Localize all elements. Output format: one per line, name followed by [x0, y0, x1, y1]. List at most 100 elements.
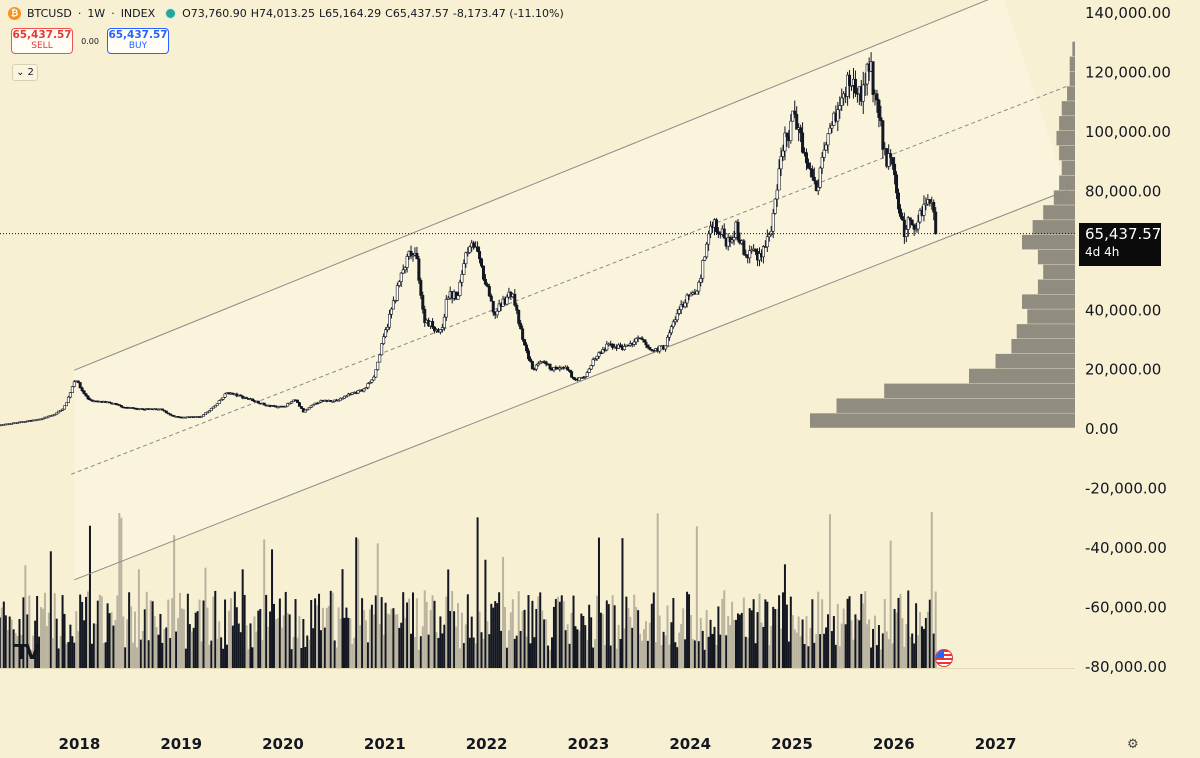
volume-bar	[707, 636, 710, 668]
volume-bar	[515, 635, 518, 668]
volume-bar	[531, 600, 534, 668]
buy-button[interactable]: 65,437.57 BUY	[107, 28, 169, 54]
candle-body	[364, 387, 368, 390]
volume-bar	[897, 597, 900, 668]
candle-body	[303, 409, 307, 413]
volume-bar	[834, 644, 837, 668]
volume-bar	[394, 614, 397, 668]
volume-bar	[509, 612, 512, 668]
candle-body	[785, 132, 789, 138]
volume-bar	[390, 608, 393, 668]
candle-body	[423, 308, 427, 323]
candle-body	[924, 203, 928, 206]
candle-body	[595, 355, 599, 360]
candle-body	[566, 366, 570, 371]
volume-bar	[478, 611, 481, 668]
volume-bar	[165, 627, 168, 668]
volume-bar	[619, 638, 622, 668]
candles	[0, 52, 938, 427]
buy-label: BUY	[128, 41, 148, 51]
volume-bar	[928, 599, 931, 668]
candle-body	[78, 382, 82, 389]
candle-body	[781, 150, 785, 157]
volume-bar	[147, 640, 150, 668]
volume-bar	[758, 593, 761, 668]
candle-body	[697, 281, 701, 292]
volume-bar	[533, 637, 536, 668]
volume-bar	[353, 637, 356, 668]
candle-body	[440, 327, 444, 330]
volume-bar	[934, 591, 937, 668]
sell-button[interactable]: 65,437.57 SELL	[11, 28, 73, 54]
symbol-legend[interactable]: ₿ BTCUSD · 1W · INDEX O73,760.90 H74,013…	[8, 7, 564, 20]
volume-profile-row	[1037, 279, 1075, 295]
volume-profile-row	[995, 353, 1075, 369]
price-axis-label: -60,000.00	[1085, 599, 1167, 617]
volume-bar	[562, 601, 565, 668]
tradingview-logo-icon[interactable]: TV	[14, 640, 40, 664]
candle-body	[419, 280, 423, 296]
volume-bar	[92, 623, 95, 668]
regression-channel[interactable]	[71, 0, 1068, 581]
volume-bar	[4, 615, 7, 668]
volume-bar	[621, 538, 624, 668]
candle-body	[160, 408, 164, 411]
volume-bar	[742, 597, 745, 668]
volume-bar	[202, 600, 205, 668]
legend-symbol[interactable]: BTCUSD	[27, 7, 72, 20]
price-axis-label: 20,000.00	[1085, 361, 1161, 379]
volume-bar	[274, 619, 277, 668]
candle-body	[513, 293, 517, 306]
volume-bar	[226, 644, 229, 668]
candle-body	[730, 239, 734, 243]
volume-bar	[791, 615, 794, 668]
volume-bar	[425, 602, 428, 668]
candle-body	[767, 234, 771, 238]
candle-body	[276, 406, 280, 409]
volume-bar	[286, 612, 289, 668]
candle-body	[850, 84, 854, 87]
candle-body	[898, 208, 902, 217]
volume-bar	[38, 636, 41, 668]
candle-body	[119, 405, 123, 408]
legend-interval[interactable]: 1W	[87, 7, 106, 20]
volume-bar	[893, 608, 896, 668]
volume-bar	[556, 596, 559, 668]
volume-bar	[787, 641, 790, 668]
volume-bar	[523, 609, 526, 668]
volume-bar	[629, 616, 632, 668]
volume-bar	[658, 615, 661, 668]
candle-body	[928, 199, 932, 204]
volume-bar	[71, 636, 74, 668]
volume-bar	[149, 600, 152, 668]
volume-bar	[423, 590, 426, 668]
market-open-dot-icon[interactable]	[165, 8, 177, 19]
volume-bar	[870, 647, 873, 668]
volume-bar	[36, 595, 39, 668]
candle-body	[812, 176, 816, 182]
volume-bar	[57, 648, 60, 668]
spread-value: 0.00	[81, 36, 99, 46]
time-axis-label: 2018	[59, 735, 101, 753]
price-axis-label: 140,000.00	[1085, 4, 1171, 22]
volume-bar	[486, 621, 489, 668]
indicators-toggle-button[interactable]: ⌄ 2	[12, 64, 38, 81]
candle-body	[164, 410, 168, 414]
candle-body	[707, 233, 711, 245]
volume-bar	[75, 611, 78, 668]
us-flag-icon[interactable]	[935, 649, 953, 667]
price-axis[interactable]: 140,000.00 120,000.00 100,000.00 80,000.00 4…	[1085, 4, 1171, 676]
volume-bar	[560, 595, 563, 668]
candle-body	[771, 213, 775, 232]
time-axis[interactable]: 2018 2019 2020 2021 2022 2023 2024 2025 2026 2027	[59, 735, 1017, 753]
volume-bar	[59, 635, 62, 668]
volume-bar	[433, 600, 436, 668]
volume-bar	[374, 595, 377, 668]
gear-icon[interactable]: ⚙	[1127, 737, 1139, 752]
volume-bar	[396, 614, 399, 668]
volume-bar	[838, 646, 841, 668]
volume-bar	[717, 606, 720, 668]
volume-bar	[795, 632, 798, 668]
